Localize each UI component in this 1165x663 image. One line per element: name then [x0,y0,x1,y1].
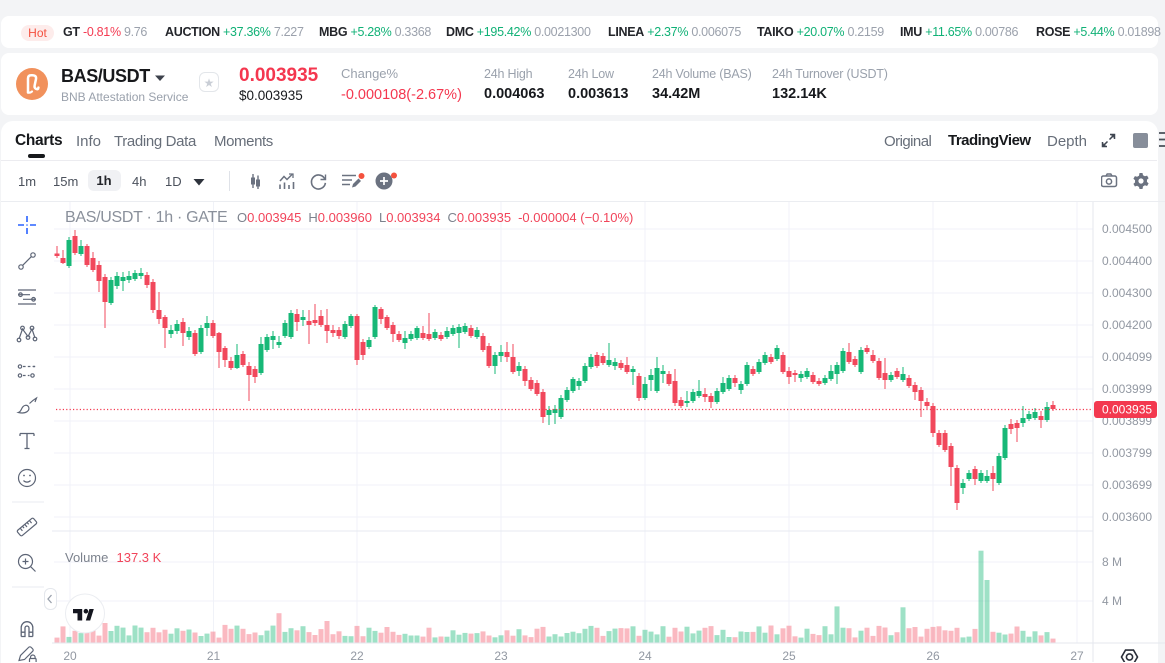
svg-text:BAS/USDT · 1h · GATE: BAS/USDT · 1h · GATE [65,209,227,226]
svg-text:8 M: 8 M [1102,555,1122,569]
svg-text:0.004099: 0.004099 [1102,350,1152,364]
svg-text:0.004300: 0.004300 [1102,286,1152,300]
svg-text:23: 23 [494,649,508,662]
svg-text:4 M: 4 M [1102,594,1122,608]
svg-text:24: 24 [638,649,652,662]
svg-text:137.3 K: 137.3 K [117,550,162,565]
svg-text:0.004200: 0.004200 [1102,318,1152,332]
svg-text:0.003699: 0.003699 [1102,478,1152,492]
svg-text:0.003799: 0.003799 [1102,446,1152,460]
svg-text:Volume: Volume [65,550,108,565]
svg-text:0.004400: 0.004400 [1102,254,1152,268]
svg-text:27: 27 [1070,649,1084,662]
svg-text:0.004500: 0.004500 [1102,222,1152,236]
svg-text:25: 25 [782,649,796,662]
svg-text:20: 20 [63,649,77,662]
svg-text:0.003935: 0.003935 [1102,403,1152,417]
svg-text:22: 22 [350,649,364,662]
svg-text:0.003600: 0.003600 [1102,510,1152,524]
svg-text:0.003999: 0.003999 [1102,382,1152,396]
svg-text:26: 26 [926,649,940,662]
svg-text:21: 21 [207,649,221,662]
